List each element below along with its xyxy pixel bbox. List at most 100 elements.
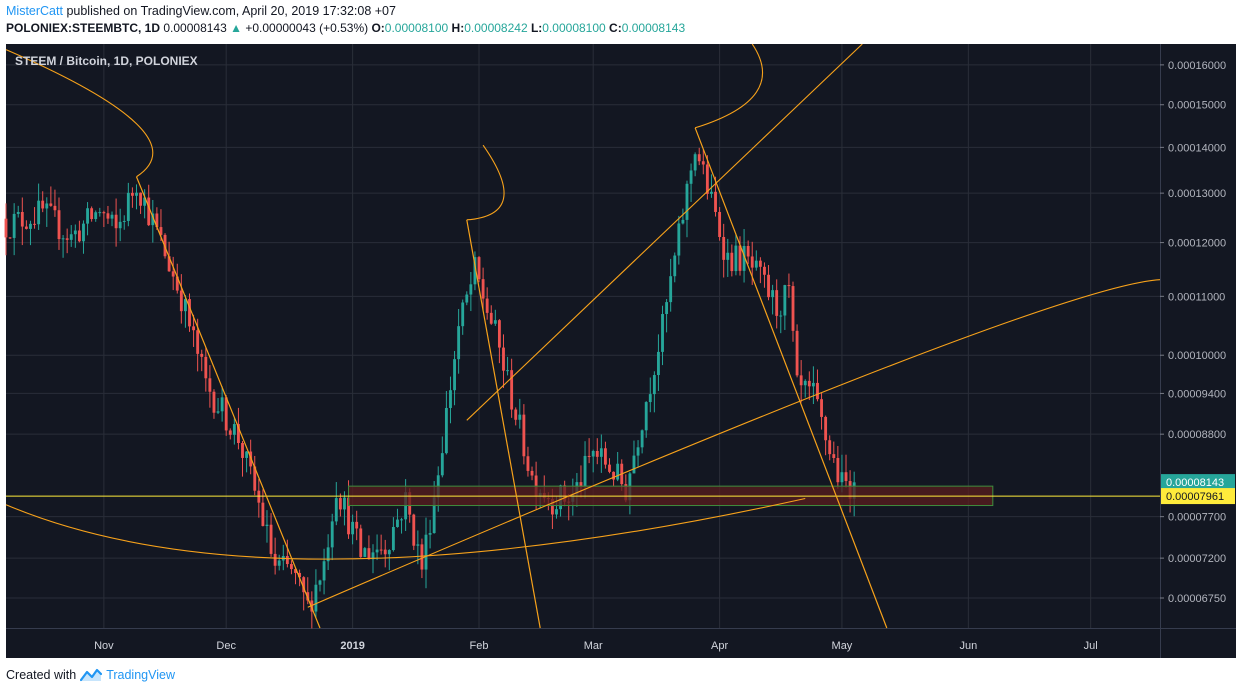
fibonacci-spiral-arc [307, 279, 1161, 608]
line-price-label: 0.00007961 [1166, 491, 1224, 503]
candle-down [114, 214, 118, 229]
fibonacci-spiral-arc [466, 144, 505, 221]
candle-up [86, 208, 89, 224]
candle-down [775, 290, 779, 316]
candle-down [257, 490, 261, 503]
candle-down [175, 276, 179, 291]
candle-up [126, 192, 130, 221]
candle-up [449, 390, 452, 408]
candle-up [469, 284, 473, 295]
candle-down [338, 498, 342, 510]
candle-down [612, 471, 616, 480]
price-tick-label: 0.00007200 [1168, 553, 1226, 565]
candle-up [216, 411, 220, 413]
candle-up [840, 472, 844, 483]
close-label: C: [609, 21, 622, 35]
candle-down [204, 356, 208, 379]
tradingview-link[interactable]: TradingView [106, 668, 175, 682]
price-tick-label: 0.00011000 [1168, 291, 1225, 303]
fibonacci-spiral-arc [694, 44, 763, 129]
candle-down [477, 257, 481, 280]
candle-down [767, 274, 770, 298]
candle-down [763, 266, 766, 275]
price-tick-label: 0.00010000 [1168, 350, 1226, 362]
candle-down [285, 555, 289, 565]
candle-down [367, 548, 371, 560]
candle-up [783, 285, 787, 316]
candle-down [208, 378, 212, 392]
candle-down [714, 191, 717, 212]
candle-down [179, 290, 183, 312]
price-tick-label: 0.00009400 [1168, 388, 1226, 400]
candle-down [49, 203, 53, 206]
candle-up [428, 533, 432, 535]
symbol-label: POLONIEX:STEEMBTC, 1D [6, 21, 161, 35]
price-tick-label: 0.00016000 [1168, 60, 1226, 72]
candle-up [432, 497, 436, 534]
price-tick-label: 0.00008800 [1168, 429, 1226, 441]
candle-down [746, 246, 750, 257]
candle-up [644, 402, 648, 431]
time-tick-label: Jul [1084, 640, 1098, 652]
candle-down [192, 326, 196, 331]
candle-up [183, 299, 187, 312]
candle-up [343, 497, 346, 510]
candle-up [61, 238, 65, 240]
candle-down [420, 544, 424, 570]
candle-down [212, 391, 216, 413]
candle-up [371, 552, 375, 560]
candle-up [400, 519, 403, 521]
candle-down [489, 312, 493, 324]
candle-down [294, 569, 297, 573]
high-label: H: [451, 21, 465, 35]
candle-up [416, 544, 420, 546]
candle-up [811, 382, 815, 387]
close-value: 0.00008143 [621, 21, 686, 35]
trend-line [466, 219, 541, 629]
candle-up [245, 451, 249, 458]
time-tick-label: 2019 [340, 640, 364, 652]
candle-up [673, 255, 677, 277]
candle-down [147, 197, 151, 226]
chart-title: STEEM / Bitcoin, 1D, POLONIEX [15, 54, 198, 68]
candlestick-chart[interactable]: 0.00016000 0.00015000 0.00014000 0.00013000… [0, 44, 1243, 658]
candle-up [803, 380, 807, 386]
low-label: L: [530, 21, 543, 35]
candle-up [82, 223, 85, 242]
candle-down [722, 237, 726, 260]
candle-down [522, 414, 526, 457]
candle-down [347, 497, 350, 535]
candle-down [828, 440, 832, 455]
candle-down [750, 256, 754, 268]
candle-up [387, 550, 391, 555]
fibonacci-spiral-arc [5, 497, 806, 560]
candle-down [379, 549, 383, 551]
candle-up [45, 203, 49, 209]
high-value: 0.00008242 [464, 21, 528, 35]
candle-down [90, 208, 94, 220]
candle-up [29, 223, 32, 229]
candle-up [583, 455, 587, 487]
candle-up [318, 580, 322, 585]
candle-down [4, 218, 8, 238]
candle-up [754, 260, 758, 268]
candle-down [604, 448, 607, 465]
author-link[interactable]: MisterCatt [6, 4, 63, 18]
candle-up [734, 245, 738, 272]
low-value: 0.00008100 [542, 21, 606, 35]
time-tick-label: Mar [584, 640, 603, 652]
candle-up [265, 524, 269, 526]
candle-up [599, 448, 603, 457]
candle-up [220, 397, 224, 412]
candle-down [171, 271, 175, 277]
candle-down [383, 549, 387, 555]
candle-up [640, 430, 644, 448]
candle-down [241, 442, 244, 458]
candle-down [53, 205, 57, 211]
time-tick-label: Jun [959, 640, 977, 652]
published-text: published on TradingView.com, April 20, … [66, 4, 396, 18]
candle-up [375, 549, 379, 553]
candle-up [681, 219, 685, 224]
candle-up [555, 509, 558, 515]
candle-up [685, 183, 689, 220]
